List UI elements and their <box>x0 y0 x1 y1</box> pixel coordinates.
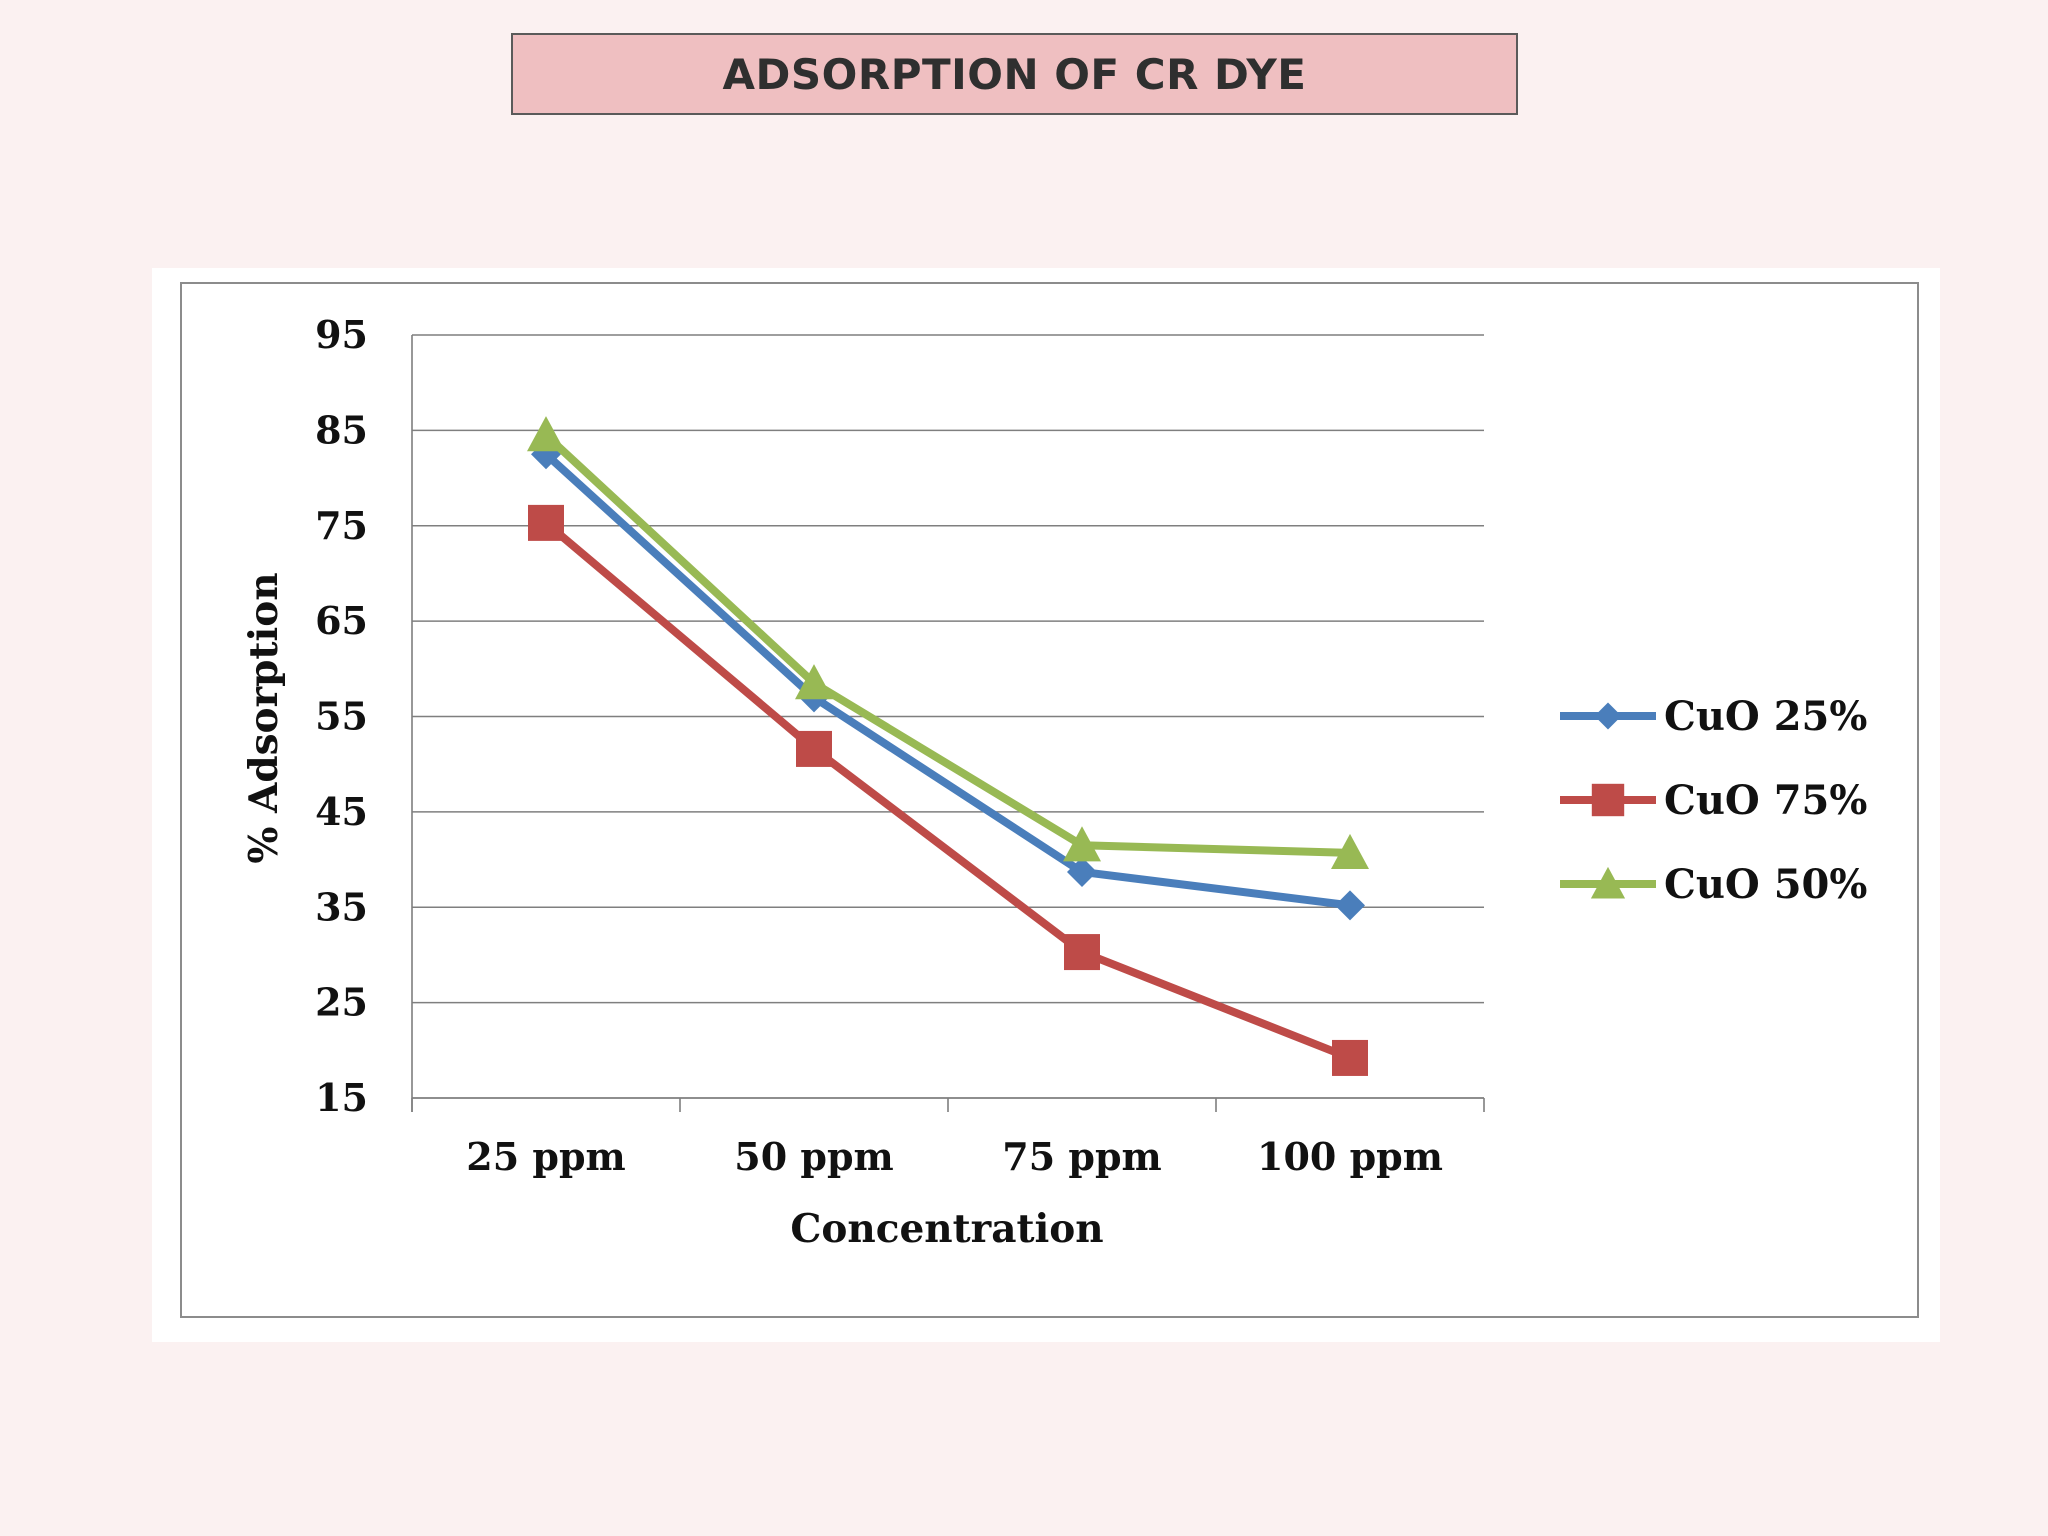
legend-marker <box>1590 866 1626 899</box>
y-tick-label: 85 <box>315 407 368 452</box>
x-tick-label: 75 ppm <box>1002 1134 1161 1179</box>
legend-marker <box>1591 783 1625 817</box>
x-tick-label: 50 ppm <box>734 1134 893 1179</box>
line-chart: % Adsorption Concentration 15 25 35 45 55 65 7… <box>180 282 1919 1318</box>
data-point <box>1063 826 1101 862</box>
data-point <box>1335 890 1365 921</box>
y-tick-label: 55 <box>315 694 368 739</box>
data-point <box>1067 856 1097 887</box>
y-axis-title: % Adsorption <box>241 572 287 863</box>
chart-container: % Adsorption Concentration 15 25 35 45 55 65 7… <box>152 268 1940 1342</box>
series-line <box>543 519 1352 1062</box>
legend-label: CuO 25% <box>1664 693 1867 740</box>
y-tick-label: 15 <box>315 1075 368 1120</box>
series-line <box>543 451 1351 910</box>
x-tick-label: 25 ppm <box>466 1134 625 1179</box>
y-tick-label: 25 <box>315 980 368 1025</box>
series-line <box>543 432 1351 857</box>
data-point <box>527 416 565 452</box>
data-point <box>795 664 833 700</box>
x-axis-title: Concentration <box>790 1206 1103 1252</box>
chart-frame <box>180 282 1919 1318</box>
y-tick-label: 45 <box>315 789 368 834</box>
x-tick-label: 100 ppm <box>1257 1134 1443 1179</box>
legend-marker <box>1594 702 1622 730</box>
data-point <box>1332 1039 1368 1076</box>
data-point <box>528 504 564 541</box>
y-tick-label: 65 <box>315 598 368 643</box>
data-point <box>1331 833 1369 870</box>
y-tick-label: 95 <box>315 312 368 357</box>
slide-title: ADSORPTION OF CR DYE <box>722 49 1307 99</box>
legend-label: CuO 50% <box>1664 861 1867 908</box>
legend-label: CuO 75% <box>1664 777 1867 824</box>
data-point <box>1064 934 1100 971</box>
data-point <box>796 730 832 767</box>
slide-title-box: ADSORPTION OF CR DYE <box>511 33 1518 115</box>
y-tick-label: 35 <box>315 884 368 929</box>
y-tick-label: 75 <box>315 503 368 548</box>
